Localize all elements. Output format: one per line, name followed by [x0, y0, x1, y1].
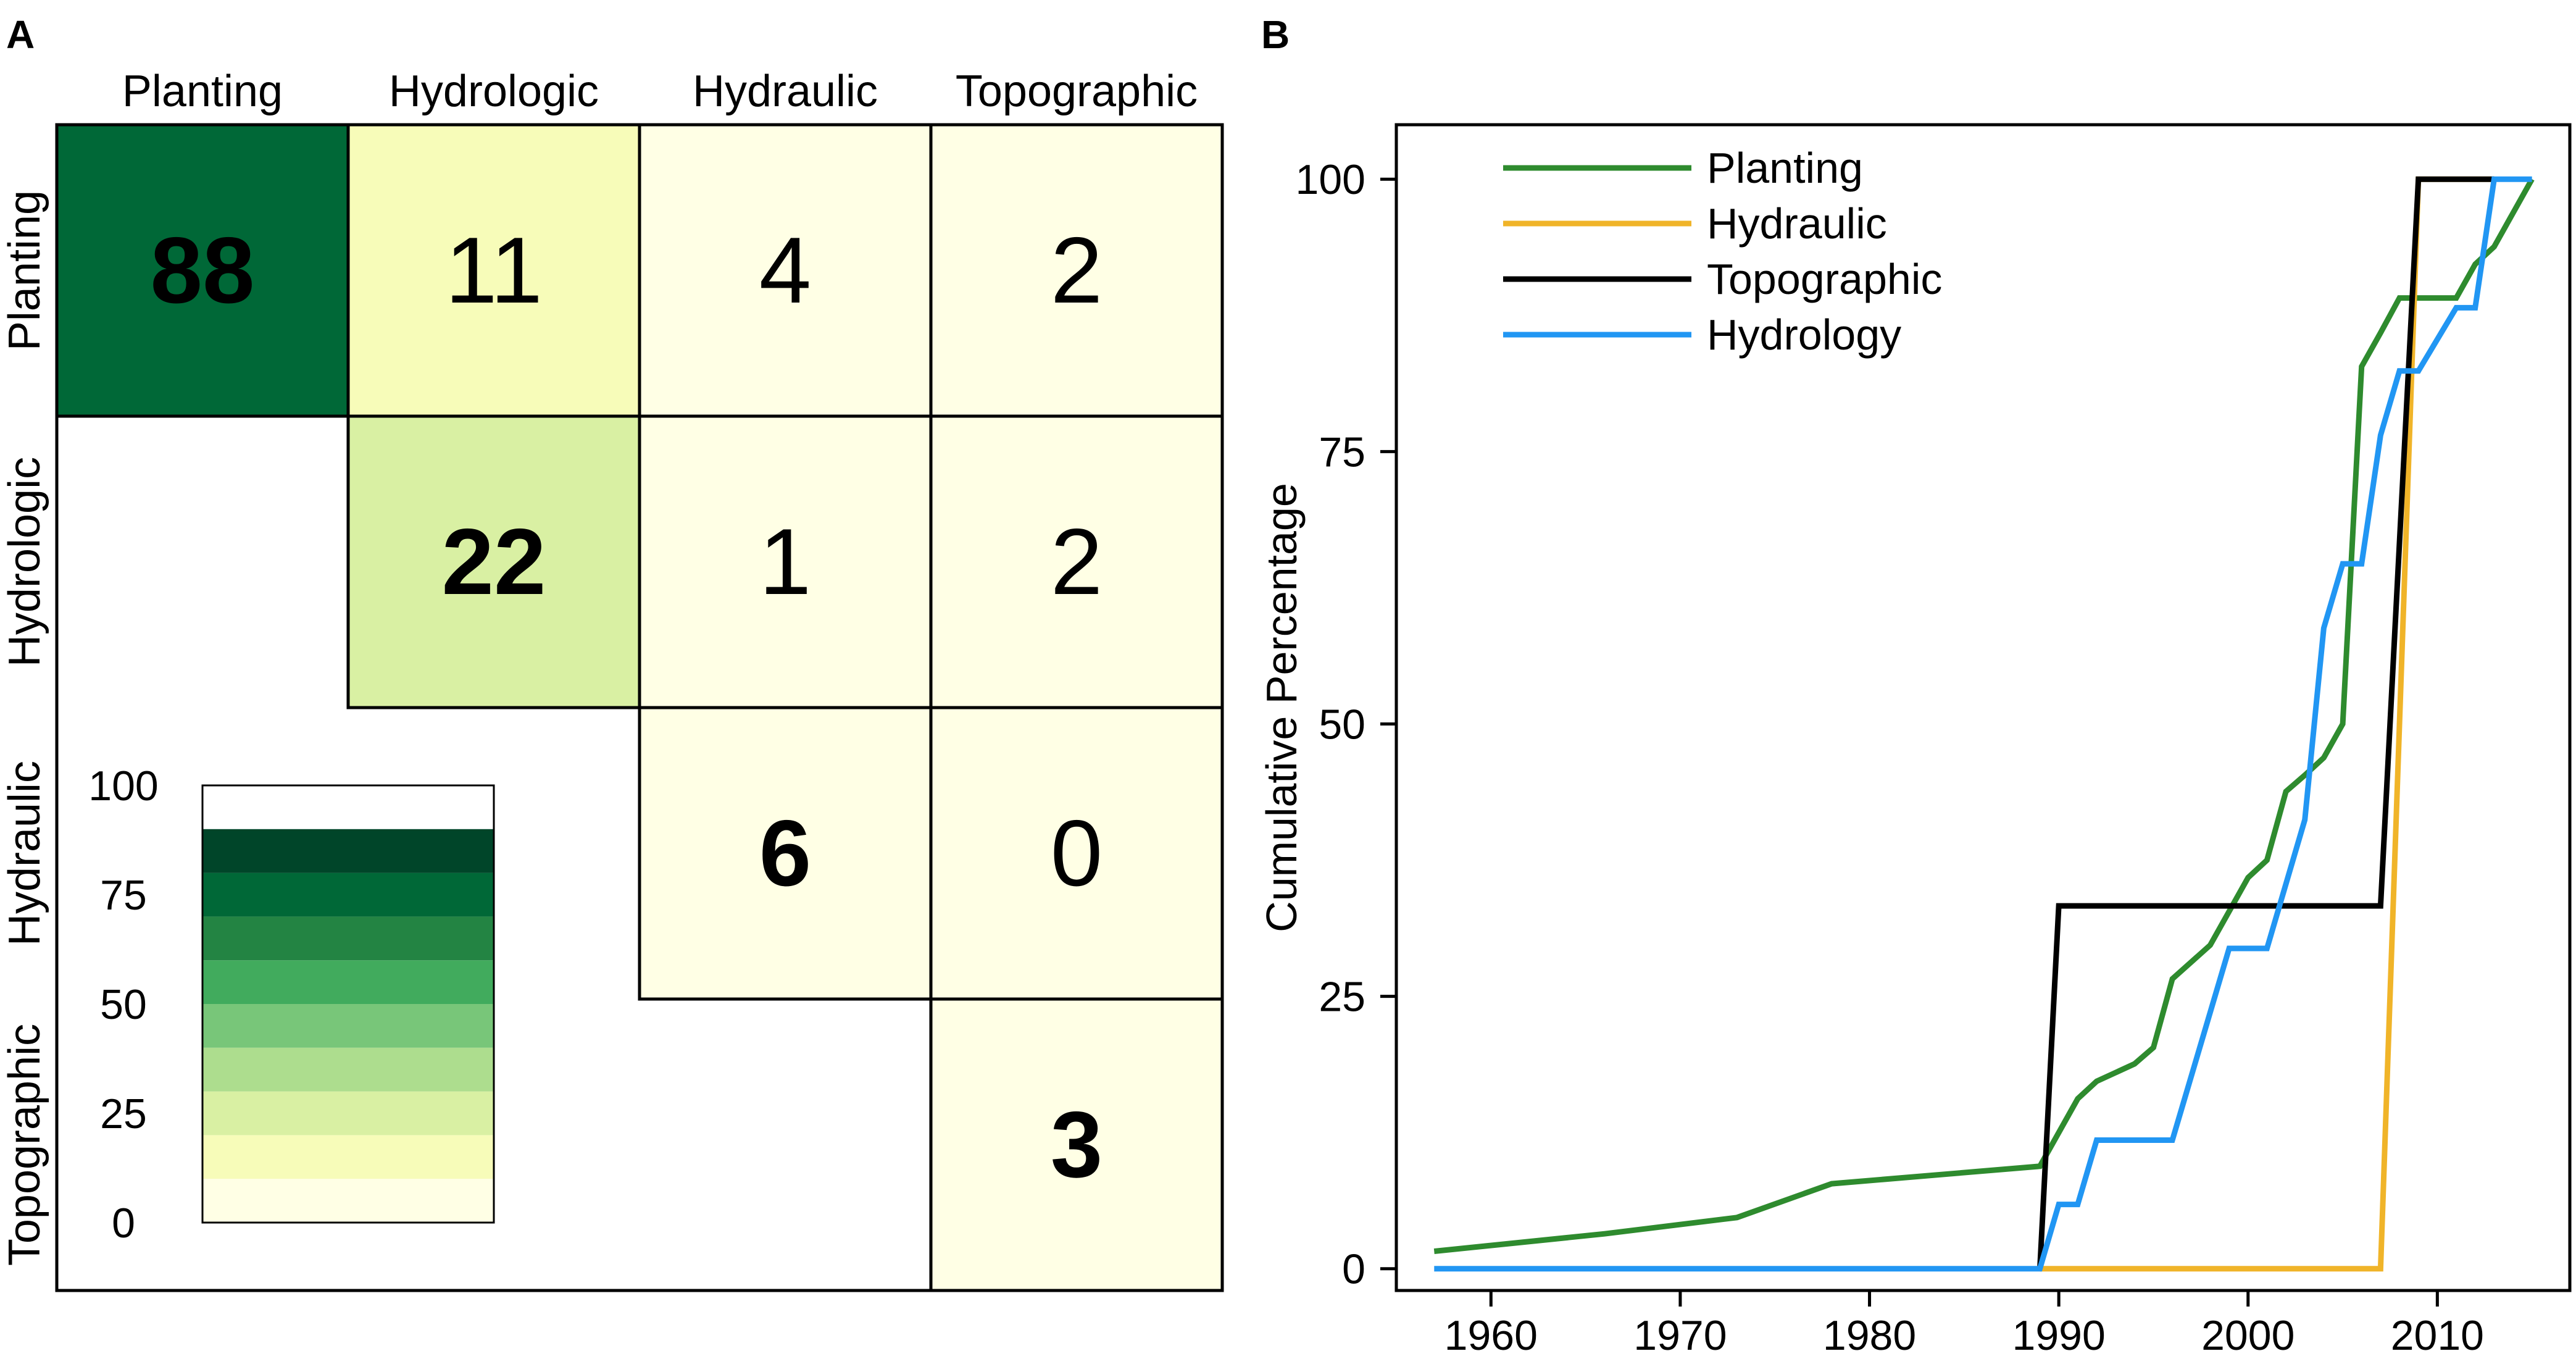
heatmap-cell-value: 88 [150, 218, 254, 323]
heatmap-cell-value: 2 [1051, 509, 1103, 614]
panel-label-a: A [6, 12, 35, 57]
legend-label: Topographic [1707, 255, 1942, 303]
colorbar-band [202, 960, 494, 1004]
x-tick-label: 1980 [1823, 1312, 1916, 1351]
heatmap-cell [929, 706, 1224, 1001]
colorbar-tick-label: 100 [88, 763, 158, 809]
y-tick-label: 75 [1319, 429, 1365, 475]
x-tick-label: 2010 [2391, 1312, 2484, 1351]
x-tick-label: 1960 [1444, 1312, 1538, 1351]
colorbar-band [202, 1047, 494, 1092]
line-series [1433, 176, 2535, 1272]
y-axis-label: Cumulative Percentage [1257, 483, 1306, 932]
y-tick-label: 0 [1342, 1246, 1365, 1293]
series-line-topographic [2037, 176, 2495, 1269]
colorbar-band [202, 872, 494, 917]
heatmap-cell-value: 2 [1051, 218, 1103, 323]
heatmap-row-label: Hydraulic [0, 761, 49, 946]
legend-label: Hydraulic [1707, 199, 1887, 248]
heatmap-column-label: Planting [122, 67, 283, 116]
heatmap-cell-value: 1 [759, 509, 812, 614]
x-tick-label: 2000 [2201, 1312, 2295, 1351]
colorbar-band [202, 1004, 494, 1048]
line-chart-panel: B Cumulative Percentage 1960 1970 1980 1990… [1257, 12, 2572, 1351]
heatmap-column-label: Topographic [956, 67, 1198, 116]
heatmap-row-label: Hydrologic [0, 457, 49, 667]
heatmap-cell-value: 0 [1051, 801, 1103, 906]
heatmap-column-labels: Planting Hydrologic Hydraulic Topographic [122, 67, 1198, 116]
heatmap-cell-value: 3 [1051, 1092, 1103, 1197]
heatmap-cell [638, 706, 933, 1001]
heatmap-column-label: Hydraulic [693, 67, 878, 116]
y-tick-label: 100 [1296, 156, 1365, 203]
colorbar-frame [201, 784, 495, 1224]
y-tick-label: 50 [1319, 701, 1365, 748]
series-line-hydraulic [2040, 176, 2495, 1272]
colorbar-band [202, 916, 494, 961]
heatmap-cell [55, 123, 350, 418]
legend-label: Planting [1707, 144, 1863, 192]
heatmap-row-label: Topographic [0, 1024, 49, 1266]
colorbar-tick-label: 75 [100, 872, 147, 919]
heatmap-frame [55, 123, 1224, 1292]
heatmap-row-label: Planting [0, 190, 49, 351]
colorbar-tick-label: 25 [100, 1090, 147, 1137]
colorbar-tick-label: 50 [100, 981, 147, 1028]
legend: Planting Hydraulic Topographic Hydrology [1503, 144, 1942, 359]
x-tick-label: 1990 [2012, 1312, 2106, 1351]
heatmap-cell-value: 6 [759, 801, 812, 906]
heatmap-cell-value: 4 [759, 218, 812, 323]
x-tick-label: 1970 [1633, 1312, 1727, 1351]
colorbar-band [202, 829, 494, 873]
heatmap-cell-value: 22 [441, 509, 546, 614]
y-tick-label: 25 [1319, 974, 1365, 1021]
heatmap-cells: 88 11 4 222 1 26 03 [55, 123, 1224, 1292]
colorbar-band [202, 1091, 494, 1136]
colorbar: 100 75 50 25 0 [88, 763, 495, 1247]
heatmap-column-label: Hydrologic [389, 67, 599, 116]
colorbar-band [202, 1179, 494, 1223]
legend-label: Hydrology [1707, 311, 1901, 359]
heatmap-cell [638, 414, 933, 709]
series-line-planting [1433, 177, 2535, 1254]
heatmap-cell [929, 414, 1224, 709]
plot-frame [1394, 123, 2572, 1292]
colorbar-tick-label: 0 [112, 1200, 135, 1247]
panel-label-b: B [1261, 12, 1290, 57]
heatmap-cell [346, 414, 641, 709]
series-line-hydrology [1434, 176, 2532, 1272]
heatmap-cell-value: 11 [445, 218, 543, 323]
colorbar-band [202, 1135, 494, 1179]
heatmap-row-labels: Planting Hydrologic Hydraulic Topographic [0, 190, 49, 1266]
heatmap-panel: A 88 11 4 222 1 26 03 Planting Hydrologic Hydrau… [0, 12, 1224, 1292]
axes: 1960 1970 1980 1990 2000 2010 0 25 50 75 100 [1296, 123, 2572, 1351]
